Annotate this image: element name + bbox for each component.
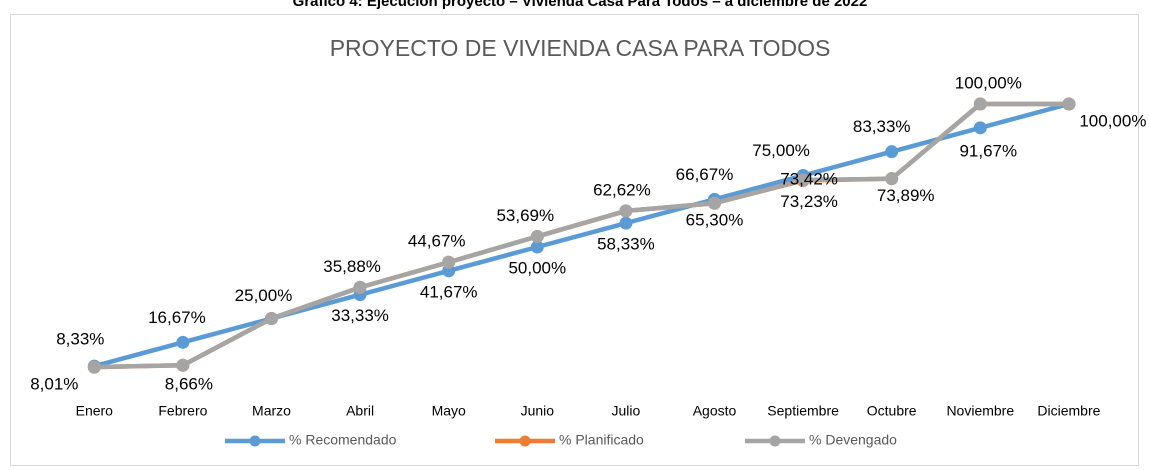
caption: Gráfico 4: Ejecución proyecto – Vivienda… [293, 0, 868, 10]
x-tick-label: Abril [346, 403, 374, 419]
data-label: 53,69% [496, 206, 554, 225]
point [619, 204, 633, 218]
x-tick-label: Mayo [432, 403, 466, 419]
data-label: 65,30% [686, 211, 744, 230]
point [87, 360, 101, 374]
x-tick-label: Diciembre [1037, 403, 1100, 419]
data-label: 16,67% [148, 308, 206, 327]
x-tick-label: Octubre [867, 403, 917, 419]
data-label: 8,33% [56, 330, 104, 349]
x-tick-label: Julio [612, 403, 641, 419]
point [530, 240, 544, 254]
data-label: 33,33% [331, 306, 389, 325]
data-label: 50,00% [508, 258, 566, 277]
series-line [93, 101, 1070, 369]
data-label: 83,33% [853, 117, 911, 136]
data-label: 41,67% [420, 282, 478, 301]
series-line [94, 101, 1069, 370]
x-tick-label: Septiembre [767, 403, 839, 419]
legend-label: % Planificado [559, 432, 644, 448]
legend-marker [519, 435, 531, 447]
data-label: 8,01% [30, 375, 78, 394]
point [530, 229, 544, 243]
data-label: 75,00% [752, 141, 810, 160]
legend-label: % Recomendado [289, 432, 397, 448]
data-label: 66,67% [676, 165, 734, 184]
point [973, 121, 987, 135]
x-tick-label: Enero [76, 403, 114, 419]
data-label: 73,42% [780, 170, 838, 189]
x-tick-label: Agosto [693, 403, 737, 419]
point [176, 335, 190, 349]
data-label: 58,33% [597, 235, 655, 254]
data-label: 62,62% [593, 180, 651, 199]
data-label: 100,00% [1079, 111, 1146, 130]
point [796, 173, 810, 187]
data-label: 100,00% [955, 73, 1022, 92]
point [708, 196, 721, 210]
data-label: 73,23% [780, 192, 838, 211]
x-tick-label: Febrero [158, 403, 207, 419]
point [885, 145, 899, 159]
point [973, 97, 987, 111]
legend-marker [249, 435, 261, 447]
legend-marker [769, 435, 781, 447]
chart-title: PROYECTO DE VIVIENDA CASA PARA TODOS [330, 35, 831, 61]
legend-label: % Devengado [809, 432, 897, 448]
x-tick-label: Marzo [252, 403, 291, 419]
point [885, 172, 899, 186]
point [619, 216, 633, 230]
data-label: 8,66% [165, 375, 213, 394]
chart-frame [10, 14, 1139, 466]
data-label: 44,67% [408, 232, 466, 251]
x-tick-label: Noviembre [946, 403, 1014, 419]
x-tick-label: Junio [521, 403, 555, 419]
data-label: 25,00% [235, 286, 293, 305]
point [265, 312, 278, 325]
data-label: 91,67% [959, 141, 1017, 160]
point [1062, 97, 1076, 111]
data-label: 35,88% [323, 257, 381, 276]
point [353, 280, 367, 294]
data-label: 73,89% [877, 186, 935, 205]
point [176, 358, 190, 372]
point [442, 255, 456, 269]
